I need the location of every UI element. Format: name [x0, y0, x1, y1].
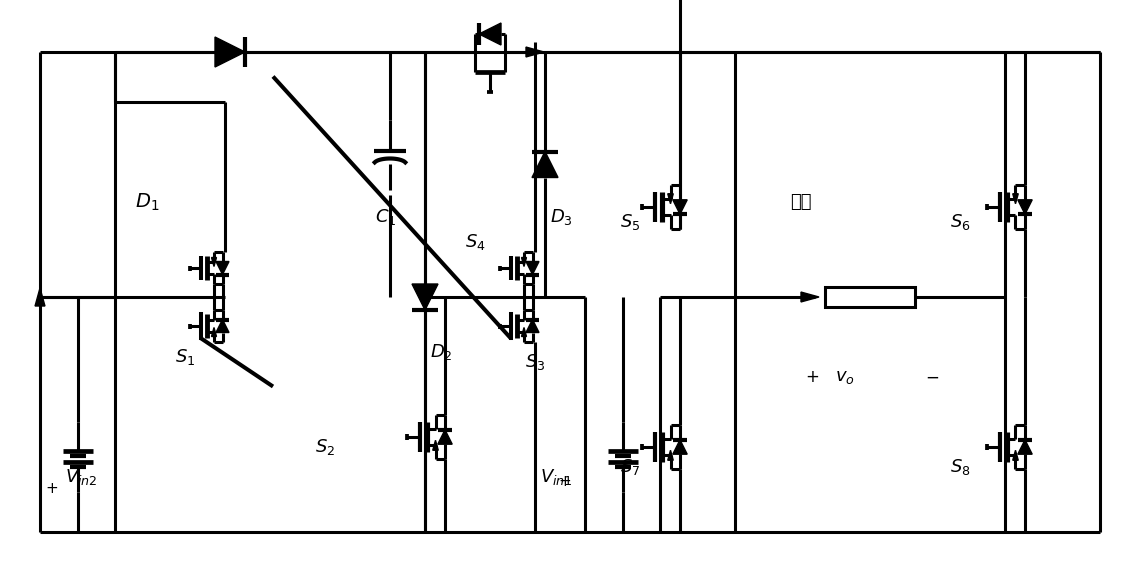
Text: $V_{in1}$: $V_{in1}$ — [540, 467, 572, 487]
Polygon shape — [433, 440, 439, 450]
Text: $S_1$: $S_1$ — [175, 347, 195, 367]
Polygon shape — [801, 292, 819, 302]
Polygon shape — [668, 450, 674, 460]
Polygon shape — [673, 440, 687, 454]
Text: $D_3$: $D_3$ — [550, 207, 573, 227]
Text: $V_{in2}$: $V_{in2}$ — [65, 467, 97, 487]
Polygon shape — [216, 261, 230, 275]
Text: $S_2$: $S_2$ — [315, 437, 335, 457]
Polygon shape — [211, 258, 217, 266]
Polygon shape — [437, 430, 452, 444]
Polygon shape — [522, 328, 526, 336]
Polygon shape — [1018, 440, 1032, 454]
Polygon shape — [522, 258, 526, 266]
Text: $-$: $-$ — [925, 369, 939, 386]
Text: $S_6$: $S_6$ — [950, 212, 971, 232]
Polygon shape — [526, 47, 544, 57]
Polygon shape — [215, 37, 246, 67]
Polygon shape — [211, 328, 217, 336]
Text: $S_7$: $S_7$ — [620, 457, 641, 477]
Text: $D_1$: $D_1$ — [135, 191, 160, 212]
Text: $+$: $+$ — [558, 475, 571, 489]
Polygon shape — [526, 319, 539, 332]
Polygon shape — [532, 151, 558, 177]
Polygon shape — [668, 194, 674, 204]
Polygon shape — [216, 319, 230, 332]
Polygon shape — [478, 23, 501, 45]
Text: $v_o$: $v_o$ — [835, 368, 855, 386]
Polygon shape — [412, 284, 439, 310]
Polygon shape — [1018, 200, 1032, 214]
Polygon shape — [526, 261, 539, 275]
Text: 负载: 负载 — [790, 193, 812, 211]
Polygon shape — [1013, 450, 1019, 460]
Text: $D_2$: $D_2$ — [431, 342, 452, 362]
Polygon shape — [673, 200, 687, 214]
Text: $+$: $+$ — [45, 482, 58, 496]
Polygon shape — [1013, 194, 1019, 204]
Text: $S_3$: $S_3$ — [525, 352, 546, 372]
Text: $C_1$: $C_1$ — [375, 207, 396, 227]
Text: $+$: $+$ — [805, 369, 819, 386]
Text: $S_5$: $S_5$ — [620, 212, 641, 232]
Bar — [825, 287, 915, 307]
Polygon shape — [35, 288, 45, 306]
Text: $S_4$: $S_4$ — [465, 232, 485, 252]
Text: $S_8$: $S_8$ — [950, 457, 971, 477]
